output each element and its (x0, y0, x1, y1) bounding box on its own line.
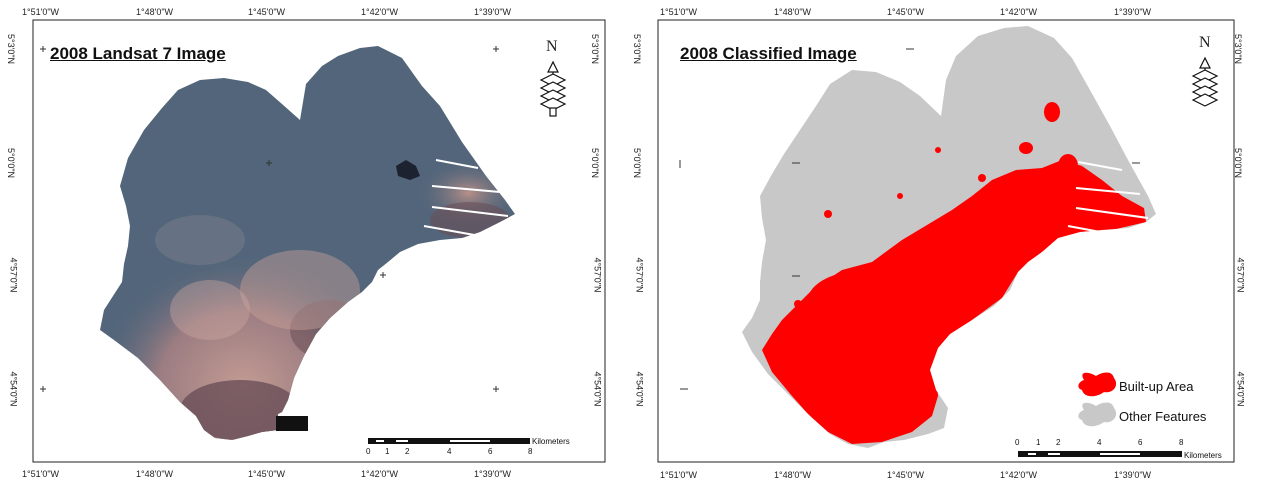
graticule-ticks (679, 48, 1140, 390)
scale-unit-label: Kilometers (532, 437, 570, 446)
north-arrow-icon (1191, 56, 1219, 107)
landsat-map-panel: 2008 Landsat 7 Image N 1°51'0"W 1°48'0"W… (6, 7, 606, 479)
longitude-label-bottom: 1°39'0"W (1114, 470, 1152, 480)
built-up-swatch-icon (1078, 372, 1117, 397)
map-title: 2008 Classified Image (680, 44, 857, 63)
scale-tick-label: 0 (1015, 438, 1020, 447)
legend-label-built-up: Built-up Area (1119, 379, 1194, 394)
latitude-label-left: 5°3'0"N (6, 33, 17, 65)
latitude-label-right: 4°54'0"N (592, 371, 603, 407)
scale-bar (1018, 451, 1182, 457)
longitude-label-top: 1°39'0"W (1114, 7, 1152, 17)
longitude-label-bottom: 1°42'0"W (361, 469, 399, 479)
classified-map-panel: 2008 Classified Image N 1°51'0"W 1°48'0"… (632, 0, 1264, 490)
latitude-label-left: 4°54'0"N (8, 371, 19, 407)
latitude-label-right: 4°57'0"N (1235, 257, 1246, 293)
scan-line-stripes (423, 159, 509, 237)
north-letter: N (546, 38, 558, 55)
latitude-label-left: 4°54'0"N (634, 371, 645, 407)
map-title: 2008 Landsat 7 Image (50, 44, 226, 63)
longitude-label-top: 1°48'0"W (136, 7, 174, 17)
longitude-label-bottom: 1°39'0"W (474, 469, 512, 479)
longitude-label-bottom: 1°51'0"W (22, 469, 60, 479)
longitude-label-bottom: 1°45'0"W (887, 470, 925, 480)
north-arrow-icon (539, 60, 567, 117)
scale-tick-label: 0 (366, 447, 371, 456)
longitude-label-top: 1°51'0"W (660, 7, 698, 17)
scale-unit-label: Kilometers (1184, 451, 1222, 460)
latitude-label-right: 4°54'0"N (1235, 371, 1246, 407)
latitude-label-right: 4°57'0"N (592, 257, 603, 293)
longitude-label-top: 1°45'0"W (887, 7, 925, 17)
latitude-label-left: 4°57'0"N (634, 257, 645, 293)
landsat-map-frame (32, 19, 606, 463)
longitude-label-top: 1°42'0"W (361, 7, 399, 17)
map-neatline (657, 19, 1235, 463)
scale-tick-label: 6 (488, 447, 493, 456)
longitude-label-top: 1°51'0"W (22, 7, 60, 17)
north-letter: N (1199, 34, 1211, 51)
scale-tick-label: 1 (1036, 438, 1041, 447)
scale-tick-label: 4 (1097, 438, 1102, 447)
longitude-label-top: 1°42'0"W (1000, 7, 1038, 17)
latitude-label-right: 5°3'0"N (590, 33, 601, 65)
longitude-label-bottom: 1°42'0"W (1000, 470, 1038, 480)
scale-tick-label: 8 (528, 447, 533, 456)
scale-tick-label: 2 (405, 447, 410, 456)
latitude-label-left: 5°3'0"N (632, 33, 643, 65)
scale-bar (368, 438, 530, 444)
lagoon (396, 160, 420, 180)
scale-tick-label: 8 (1179, 438, 1184, 447)
longitude-label-bottom: 1°48'0"W (774, 470, 812, 480)
latitude-label-right: 5°0'0"N (590, 147, 601, 179)
longitude-label-top: 1°48'0"W (774, 7, 812, 17)
scan-line-stripes (1067, 161, 1149, 237)
latitude-label-left: 5°0'0"N (632, 147, 643, 179)
built-up-area-patches (762, 102, 1146, 444)
scale-tick-label: 1 (385, 447, 390, 456)
longitude-label-bottom: 1°51'0"W (660, 470, 698, 480)
longitude-label-bottom: 1°48'0"W (136, 469, 174, 479)
latitude-label-right: 5°0'0"N (1233, 147, 1244, 179)
graticule-crosses (40, 46, 499, 392)
dark-coastal-feature (276, 416, 308, 431)
legend-label-other-features: Other Features (1119, 409, 1207, 424)
map-neatline (32, 19, 606, 463)
longitude-label-top: 1°45'0"W (248, 7, 286, 17)
scale-tick-label: 6 (1138, 438, 1143, 447)
scale-tick-label: 4 (447, 447, 452, 456)
legend-swatches (1078, 372, 1117, 427)
longitude-label-bottom: 1°45'0"W (248, 469, 286, 479)
latitude-label-left: 4°57'0"N (8, 257, 19, 293)
longitude-label-top: 1°39'0"W (474, 7, 512, 17)
scale-tick-label: 2 (1056, 438, 1061, 447)
latitude-label-right: 5°3'0"N (1233, 33, 1244, 65)
classified-map-frame (632, 0, 1264, 490)
latitude-label-left: 5°0'0"N (6, 147, 17, 179)
other-features-swatch-icon (1078, 402, 1117, 427)
